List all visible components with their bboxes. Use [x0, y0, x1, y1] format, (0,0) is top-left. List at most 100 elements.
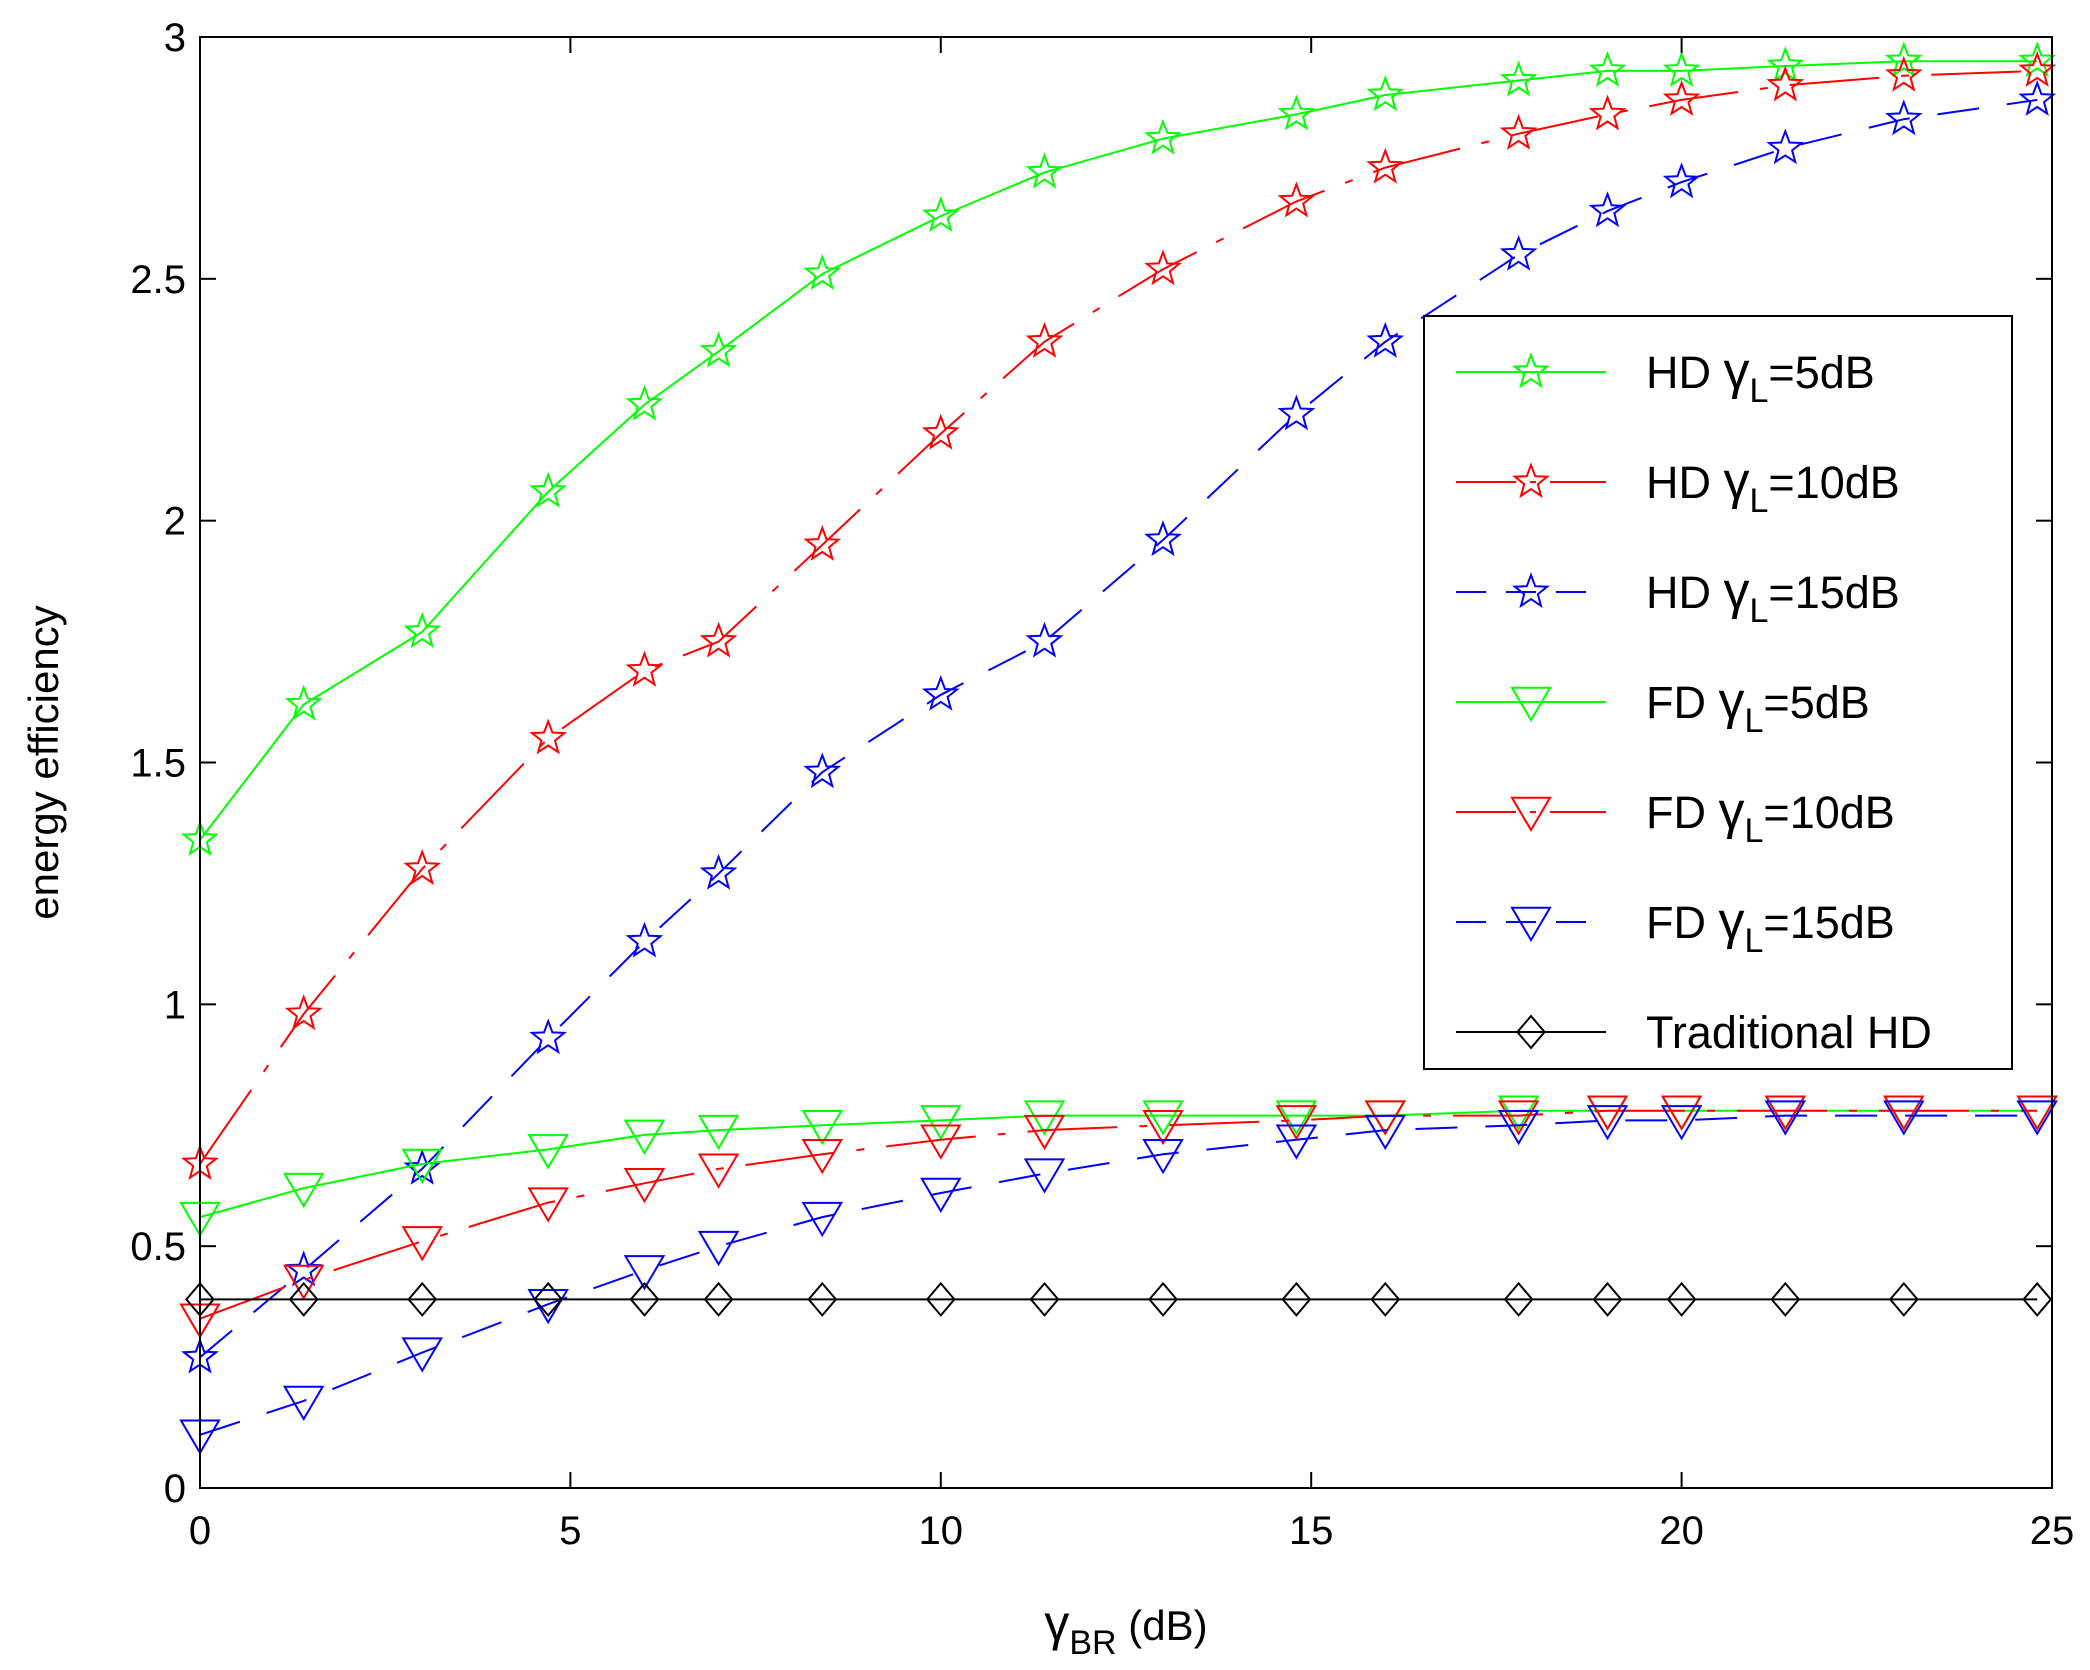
data-point-triangle: [1364, 1100, 1407, 1136]
data-point-star: [284, 684, 323, 721]
legend-marker-triangle: [1510, 906, 1552, 943]
data-point-triangle: [1275, 1124, 1318, 1160]
data-point-star: [1499, 234, 1538, 271]
data-point-star: [921, 413, 960, 450]
legend-label: HD γL=10dB: [1646, 452, 1900, 520]
data-point-triangle: [1142, 1100, 1184, 1136]
data-point-diamond: [1281, 1281, 1312, 1317]
data-point-star: [2018, 41, 2057, 78]
x-tick-label: 10: [919, 1509, 964, 1553]
legend-marker-diamond: [1516, 1014, 1546, 1050]
data-point-star: [1366, 75, 1405, 112]
y-tick-label: 2: [164, 500, 186, 544]
data-point-triangle: [623, 1168, 666, 1204]
data-point-star: [1499, 113, 1538, 150]
data-point-star: [284, 994, 323, 1031]
data-point-star: [1144, 118, 1182, 155]
series-5: [179, 1095, 2058, 1339]
data-point-triangle: [1586, 1095, 1629, 1131]
legend-label: HD γL=15dB: [1646, 562, 1900, 630]
data-point-star: [699, 331, 738, 368]
data-point-star: [1588, 191, 1627, 228]
legend-box: [1423, 315, 2013, 1070]
data-point-triangle: [1023, 1100, 1066, 1136]
data-point-triangle: [1275, 1100, 1318, 1136]
data-point-triangle: [1883, 1095, 1925, 1131]
data-point-diamond: [407, 1281, 438, 1317]
data-point-triangle: [1660, 1095, 1703, 1131]
legend-item-7: Traditional HD: [1456, 1007, 1932, 1058]
data-point-triangle: [801, 1110, 844, 1146]
y-tick-label: 1: [164, 983, 186, 1027]
data-point-triangle: [1023, 1158, 1066, 1194]
data-point-triangle: [282, 1172, 325, 1209]
data-point-star: [1144, 249, 1182, 286]
data-point-triangle: [1883, 1100, 1925, 1136]
data-point-star: [1588, 51, 1627, 87]
series-line: [199, 1114, 2038, 1436]
data-point-star: [529, 471, 567, 508]
y-axis-label: energy efficiency: [20, 605, 67, 919]
data-point-triangle: [1764, 1100, 1807, 1136]
data-point-triangle: [2016, 1100, 2058, 1136]
data-point-triangle: [1497, 1095, 1540, 1131]
x-tick-label: 20: [1659, 1509, 1704, 1553]
legend-item-6: FD γL=15dB: [1456, 892, 1895, 960]
data-point-star: [1662, 162, 1701, 199]
data-point-star: [1277, 394, 1316, 431]
data-point-star: [403, 849, 442, 886]
data-point-star: [1766, 128, 1805, 165]
data-point-diamond: [1888, 1281, 1919, 1317]
x-tick-label: 0: [189, 1509, 211, 1553]
data-point-diamond: [1370, 1281, 1401, 1317]
data-point-star: [1025, 152, 1064, 189]
data-point-triangle: [1023, 1114, 1066, 1151]
data-point-star: [1025, 321, 1064, 358]
data-point-star: [1499, 60, 1538, 97]
data-point-triangle: [801, 1201, 844, 1238]
legend-item-1: HD γL=5dB: [1456, 342, 1875, 410]
data-point-star: [921, 196, 960, 233]
data-point-triangle: [282, 1385, 325, 1421]
legend: HD γL=5dB HD γL=10dB HD γL=15dB FD γL=5dB FD…: [1423, 315, 2013, 1070]
data-point-star: [699, 621, 738, 658]
data-point-star: [529, 718, 567, 755]
series-6: [179, 1100, 2058, 1455]
legend-item-2: HD γL=10dB: [1456, 452, 1900, 520]
legend-marker-triangle: [1510, 796, 1552, 833]
data-point-star: [1366, 147, 1405, 184]
data-point-triangle: [401, 1148, 443, 1184]
data-point-star: [1366, 321, 1405, 358]
data-point-triangle: [527, 1288, 569, 1325]
data-point-diamond: [703, 1281, 734, 1317]
data-point-star: [1588, 94, 1627, 131]
legend-label: FD γL=10dB: [1646, 782, 1895, 850]
x-axis-label: γBR (dB): [1044, 1595, 1207, 1662]
legend-item-5: FD γL=10dB: [1456, 782, 1895, 850]
data-point-triangle: [920, 1105, 962, 1141]
series-7: [185, 1281, 2053, 1317]
series-line: [199, 60, 2038, 841]
data-point-diamond: [288, 1281, 319, 1317]
data-point-star: [921, 674, 960, 711]
data-point-diamond: [1029, 1281, 1060, 1317]
legend-label: HD γL=5dB: [1646, 342, 1875, 410]
data-point-diamond: [1666, 1281, 1697, 1317]
data-point-star: [1885, 41, 1923, 78]
data-point-triangle: [1764, 1095, 1807, 1131]
legend-marker-triangle: [1510, 686, 1552, 723]
series-line: [199, 1109, 2038, 1320]
data-point-triangle: [282, 1264, 325, 1301]
data-point-star: [1025, 621, 1064, 658]
data-point-diamond: [1148, 1281, 1178, 1317]
x-tick-label: 25: [2030, 1509, 2075, 1553]
y-tick-label: 0: [164, 1467, 186, 1511]
x-tick-label: 15: [1289, 1509, 1334, 1553]
legend-marker-star: [1512, 572, 1550, 609]
data-point-diamond: [925, 1281, 956, 1317]
data-point-star: [2018, 51, 2057, 87]
legend-label: FD γL=15dB: [1646, 892, 1895, 960]
data-point-star: [803, 752, 842, 789]
data-point-triangle: [401, 1337, 443, 1373]
data-point-triangle: [697, 1153, 740, 1189]
